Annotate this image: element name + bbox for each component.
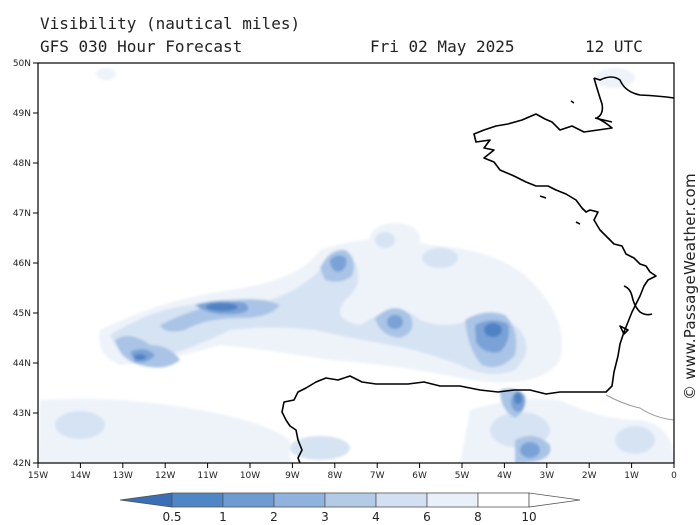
colorbar-segment	[324, 492, 377, 508]
map-title: Visibility (nautical miles)	[40, 14, 301, 33]
lon-label: 14W	[70, 471, 90, 481]
lon-label: 10W	[240, 471, 260, 481]
site-credit: © www.PassageWeather.com	[681, 173, 699, 400]
colorbar-label: 8	[474, 510, 482, 524]
lon-label: 4W	[497, 471, 512, 481]
colorbar-segment	[477, 492, 530, 508]
lon-label: 13W	[113, 471, 133, 481]
colorbar: 0.5 1 2 3 4 6 8 10	[119, 492, 581, 524]
forecast-time-label: 12 UTC	[585, 37, 643, 56]
lat-label: 44N	[13, 359, 31, 369]
lat-label: 46N	[13, 259, 31, 269]
colorbar-label: 4	[372, 510, 380, 524]
lon-label: 0	[671, 471, 677, 481]
lon-label: 7W	[370, 471, 385, 481]
lat-label: 45N	[13, 309, 31, 319]
visibility-field	[38, 63, 674, 463]
colorbar-segment	[426, 492, 479, 508]
lon-label: 11W	[197, 471, 217, 481]
lon-label: 2W	[582, 471, 597, 481]
colorbar-label: 0.5	[162, 510, 181, 524]
colorbar-label: 6	[423, 510, 431, 524]
colorbar-segment	[222, 492, 275, 508]
colorbar-label: 3	[321, 510, 329, 524]
longitude-labels: 15W 14W 13W 12W 11W 10W 9W 8W 7W 6W 5W 4…	[28, 471, 677, 481]
lat-label: 43N	[13, 409, 31, 419]
colorbar-label: 1	[219, 510, 227, 524]
lon-label: 9W	[285, 471, 300, 481]
axis-ticks	[33, 62, 675, 468]
lat-label: 47N	[13, 209, 31, 219]
colorbar-segment	[375, 492, 428, 508]
colorbar-segment	[528, 492, 581, 508]
lon-label: 6W	[412, 471, 427, 481]
colorbar-segment	[273, 492, 326, 508]
forecast-model-label: GFS 030 Hour Forecast	[40, 37, 243, 56]
lon-label: 12W	[155, 471, 175, 481]
colorbar-label: 10	[521, 510, 536, 524]
forecast-date-label: Fri 02 May 2025	[370, 37, 515, 56]
border-line	[605, 394, 674, 421]
colorbar-label: 2	[270, 510, 278, 524]
lon-label: 15W	[28, 471, 48, 481]
lon-label: 8W	[327, 471, 342, 481]
colorbar-segment	[119, 492, 173, 508]
lon-label: 3W	[539, 471, 554, 481]
lat-label: 49N	[13, 109, 31, 119]
lon-label: 5W	[455, 471, 470, 481]
lat-label: 48N	[13, 159, 31, 169]
coastline	[281, 76, 674, 463]
colorbar-segment	[171, 492, 224, 508]
latitude-labels: 50N 49N 48N 47N 46N 45N 44N 43N 42N	[13, 59, 31, 469]
lat-label: 50N	[13, 59, 31, 69]
lon-label: 1W	[624, 471, 639, 481]
lat-label: 42N	[13, 459, 31, 469]
